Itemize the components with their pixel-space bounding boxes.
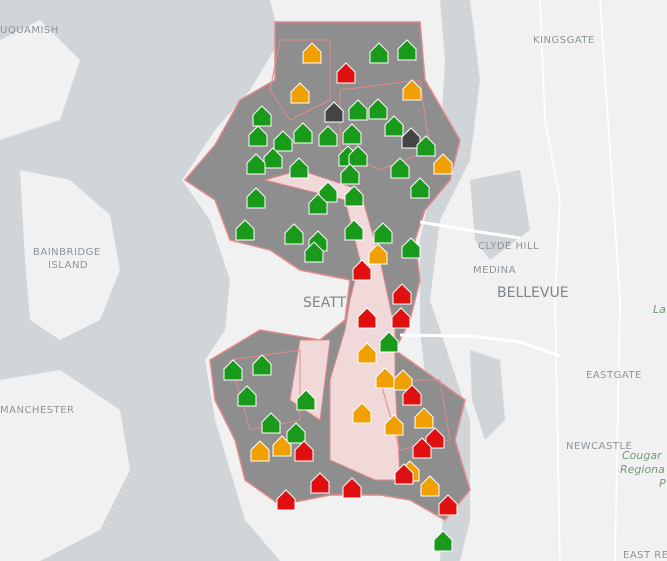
house-marker[interactable] — [348, 99, 368, 121]
place-label: ISLAND — [48, 260, 88, 271]
house-marker[interactable] — [308, 193, 328, 215]
house-marker[interactable] — [369, 42, 389, 64]
house-marker[interactable] — [352, 402, 372, 424]
peninsula — [0, 370, 130, 561]
house-marker[interactable] — [348, 145, 368, 167]
house-marker[interactable] — [223, 359, 243, 381]
park-label: Regiona — [620, 463, 665, 476]
house-marker[interactable] — [410, 177, 430, 199]
house-marker[interactable] — [352, 259, 372, 281]
house-marker[interactable] — [293, 122, 313, 144]
place-label: NEWCASTLE — [566, 441, 632, 452]
house-marker[interactable] — [416, 135, 436, 157]
house-marker[interactable] — [402, 79, 422, 101]
house-marker[interactable] — [433, 153, 453, 175]
house-marker[interactable] — [425, 427, 445, 449]
place-label: BAINBRIDGE — [33, 247, 101, 258]
house-marker[interactable] — [397, 39, 417, 61]
house-marker[interactable] — [263, 147, 283, 169]
roads — [399, 0, 621, 561]
house-marker[interactable] — [276, 489, 296, 511]
house-marker[interactable] — [318, 181, 338, 203]
house-marker[interactable] — [302, 42, 322, 64]
place-label: EAST RE — [623, 550, 667, 561]
house-marker[interactable] — [384, 414, 404, 436]
house-marker[interactable] — [336, 62, 356, 84]
house-marker[interactable] — [246, 187, 266, 209]
house-marker[interactable] — [340, 163, 360, 185]
house-marker[interactable] — [412, 437, 432, 459]
house-marker[interactable] — [246, 153, 266, 175]
place-label: SEATT — [303, 295, 347, 311]
house-marker[interactable] — [324, 101, 344, 123]
house-marker[interactable] — [373, 222, 393, 244]
place-label: BELLEVUE — [497, 285, 569, 301]
house-marker[interactable] — [252, 354, 272, 376]
labels: UQUAMISH KINGSGATE BAINBRIDGE ISLAND CLY… — [0, 25, 667, 561]
place-label: CLYDE HILL — [478, 241, 539, 252]
house-marker[interactable] — [294, 440, 314, 462]
house-marker[interactable] — [384, 115, 404, 137]
house-marker[interactable] — [357, 342, 377, 364]
place-label: MANCHESTER — [0, 405, 75, 416]
house-marker[interactable] — [272, 435, 292, 457]
house-marker[interactable] — [310, 472, 330, 494]
place-label: La — [653, 303, 666, 316]
place-label: MEDINA — [473, 265, 516, 276]
house-marker[interactable] — [402, 384, 422, 406]
house-marker[interactable] — [289, 157, 309, 179]
island — [20, 170, 120, 340]
house-marker[interactable] — [344, 219, 364, 241]
house-marker[interactable] — [414, 407, 434, 429]
house-marker[interactable] — [284, 223, 304, 245]
house-marker[interactable] — [261, 412, 281, 434]
house-marker[interactable] — [248, 125, 268, 147]
bay — [470, 350, 505, 440]
house-marker[interactable] — [375, 367, 395, 389]
house-marker[interactable] — [342, 123, 362, 145]
house-marker[interactable] — [318, 125, 338, 147]
house-marker[interactable] — [433, 530, 453, 552]
house-marker[interactable] — [273, 130, 293, 152]
house-marker[interactable] — [250, 440, 270, 462]
house-marker[interactable] — [237, 385, 257, 407]
house-marker[interactable] — [394, 463, 414, 485]
place-label: KINGSGATE — [533, 35, 595, 46]
house-marker[interactable] — [344, 185, 364, 207]
house-marker[interactable] — [304, 241, 324, 263]
markers — [223, 39, 458, 552]
house-marker[interactable] — [296, 389, 316, 411]
house-marker[interactable] — [391, 307, 411, 329]
place-label: EASTGATE — [586, 370, 642, 381]
house-marker[interactable] — [368, 98, 388, 120]
place-label: UQUAMISH — [0, 25, 59, 36]
house-marker[interactable] — [290, 82, 310, 104]
park-label: P — [659, 477, 666, 490]
house-marker[interactable] — [401, 237, 421, 259]
house-marker[interactable] — [392, 283, 412, 305]
house-marker[interactable] — [235, 219, 255, 241]
shore — [0, 20, 80, 140]
house-marker[interactable] — [368, 243, 388, 265]
house-marker[interactable] — [420, 475, 440, 497]
park-label: Cougar — [622, 449, 663, 462]
house-marker[interactable] — [390, 157, 410, 179]
house-marker[interactable] — [357, 307, 377, 329]
house-marker[interactable] — [438, 494, 458, 516]
house-marker[interactable] — [342, 477, 362, 499]
house-marker[interactable] — [252, 105, 272, 127]
house-marker[interactable] — [379, 331, 399, 353]
